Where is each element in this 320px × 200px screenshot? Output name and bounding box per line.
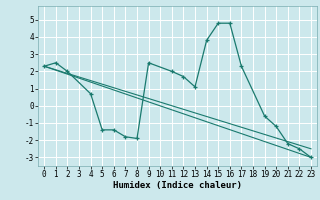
X-axis label: Humidex (Indice chaleur): Humidex (Indice chaleur) xyxy=(113,181,242,190)
